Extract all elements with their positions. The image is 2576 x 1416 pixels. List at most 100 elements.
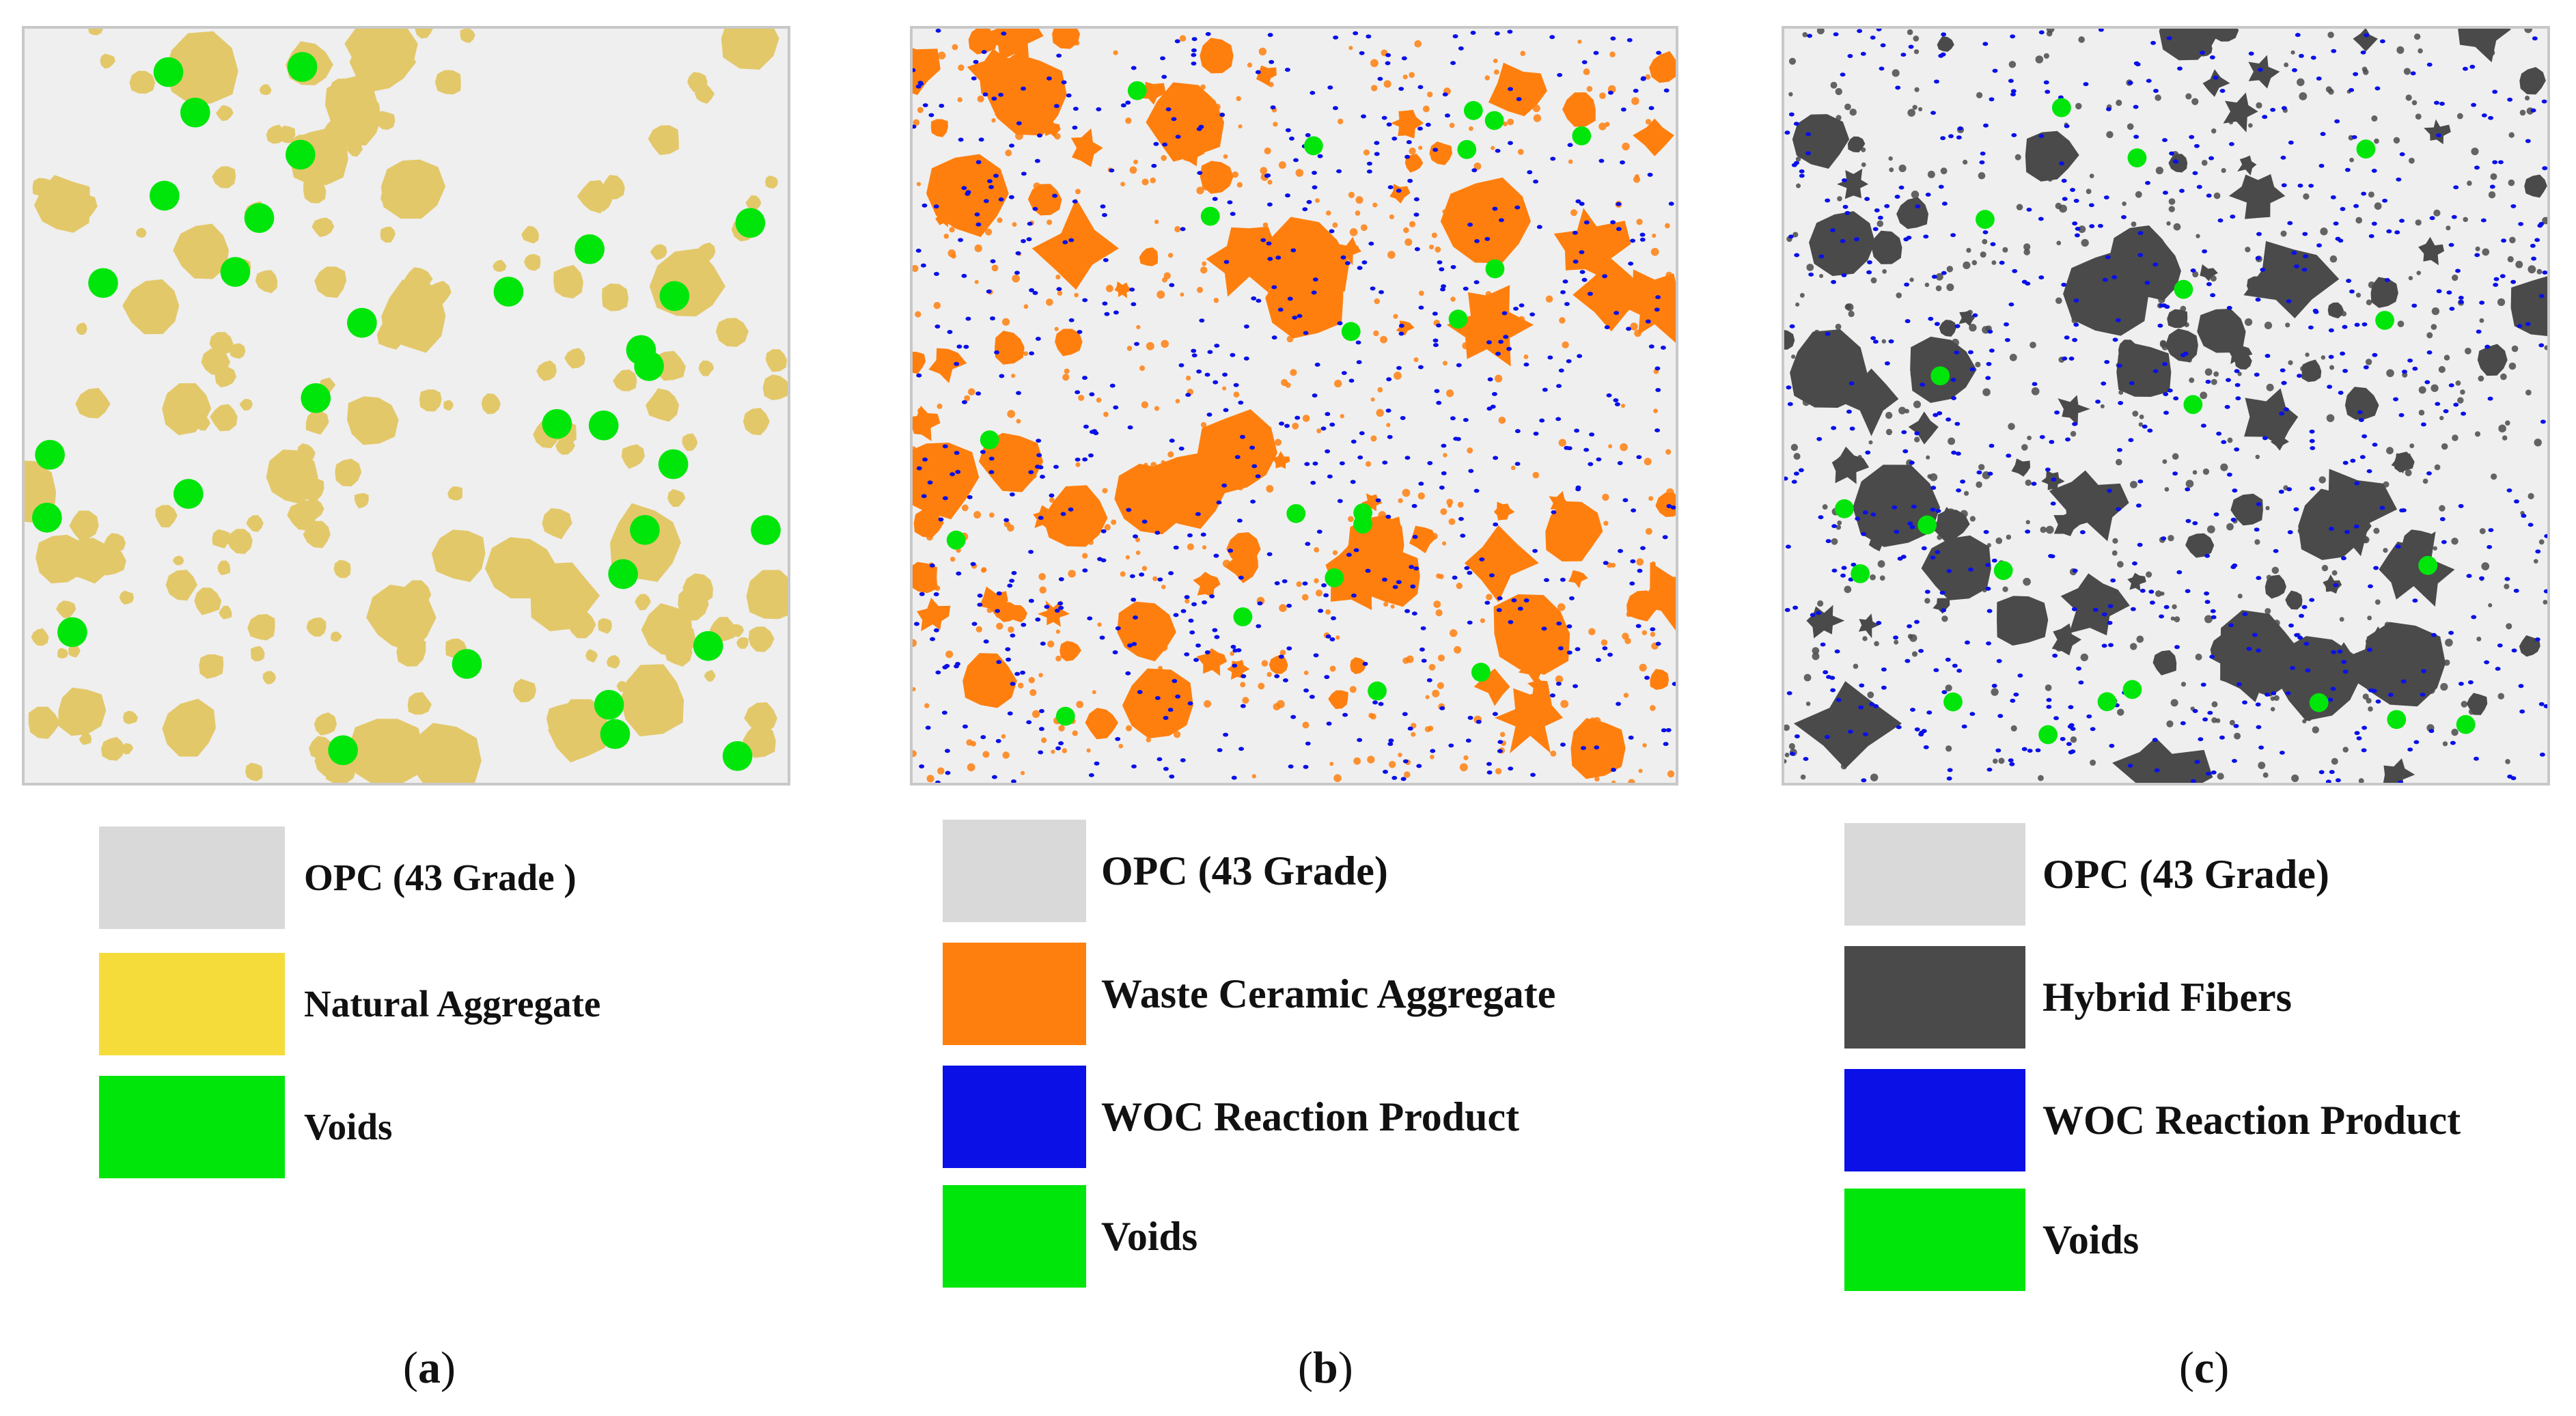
aggregate-speck bbox=[1058, 725, 1065, 732]
aggregate-particle bbox=[2230, 493, 2263, 526]
woc-reaction-product bbox=[1511, 598, 1517, 602]
woc-reaction-product bbox=[988, 456, 995, 461]
aggregate-speck bbox=[2254, 539, 2260, 545]
aggregate-speck bbox=[2138, 422, 2144, 427]
woc-reaction-product bbox=[1841, 273, 1847, 277]
woc-reaction-product bbox=[2366, 469, 2372, 473]
woc-reaction-product bbox=[1647, 172, 1653, 177]
void bbox=[1485, 259, 1505, 279]
woc-reaction-product bbox=[2133, 61, 2139, 66]
woc-reaction-product bbox=[1941, 690, 1948, 695]
woc-reaction-product bbox=[2035, 748, 2041, 753]
woc-reaction-product bbox=[1579, 250, 1585, 255]
woc-reaction-product bbox=[2364, 33, 2370, 38]
aggregate-speck bbox=[1830, 81, 1838, 89]
woc-reaction-product bbox=[2107, 488, 2113, 493]
aggregate-speck bbox=[2266, 383, 2274, 391]
woc-reaction-product bbox=[965, 191, 971, 196]
woc-reaction-product bbox=[977, 593, 983, 598]
aggregate-speck bbox=[1545, 295, 1553, 303]
aggregate-speck bbox=[2270, 696, 2275, 702]
aggregate-speck bbox=[1016, 419, 1021, 424]
aggregate-particle bbox=[1197, 409, 1277, 494]
woc-reaction-product bbox=[1954, 421, 1961, 426]
woc-reaction-product bbox=[1325, 634, 1331, 639]
aggregate-speck bbox=[1532, 471, 1540, 479]
woc-reaction-product bbox=[1596, 457, 1602, 462]
aggregate-speck bbox=[1335, 635, 1340, 640]
aggregate-speck bbox=[2422, 478, 2428, 484]
void bbox=[328, 735, 358, 766]
aggregate-speck bbox=[2211, 128, 2217, 134]
aggregate-speck bbox=[1795, 302, 1800, 307]
aggregate-speck bbox=[2508, 179, 2515, 186]
aggregate-speck bbox=[2433, 209, 2441, 217]
natural-aggregate-particle bbox=[564, 348, 585, 369]
aggregate-speck bbox=[1819, 273, 1824, 279]
woc-reaction-product bbox=[1195, 643, 1201, 648]
aggregate-speck bbox=[2438, 365, 2446, 374]
woc-reaction-product bbox=[1221, 483, 1228, 488]
aggregate-speck bbox=[1064, 368, 1070, 374]
woc-reaction-product bbox=[1555, 682, 1562, 686]
woc-reaction-product bbox=[1326, 721, 1332, 726]
woc-reaction-product bbox=[2026, 207, 2032, 212]
woc-reaction-product bbox=[1072, 107, 1079, 111]
natural-aggregate-particle bbox=[330, 631, 342, 642]
woc-reaction-product bbox=[1191, 48, 1197, 53]
aggregate-speck bbox=[2411, 100, 2418, 106]
aggregate-particle bbox=[2418, 236, 2444, 266]
woc-reaction-product bbox=[2256, 502, 2262, 507]
aggregate-speck bbox=[2116, 99, 2122, 107]
aggregate-speck bbox=[1047, 640, 1055, 648]
woc-reaction-product bbox=[2286, 299, 2292, 303]
aggregate-speck bbox=[1926, 455, 1930, 460]
woc-reaction-product bbox=[2354, 731, 2360, 736]
woc-reaction-product bbox=[2144, 281, 2150, 285]
woc-reaction-product bbox=[1558, 368, 1564, 373]
aggregate-speck bbox=[1971, 260, 1978, 266]
woc-reaction-product bbox=[2426, 350, 2433, 355]
void bbox=[1572, 126, 1592, 145]
aggregate-speck bbox=[1644, 458, 1652, 466]
aggregate-speck bbox=[2008, 61, 2017, 68]
natural-aggregate-particle bbox=[548, 699, 610, 763]
woc-reaction-product bbox=[1484, 600, 1491, 605]
aggregate-particle bbox=[962, 653, 1017, 708]
aggregate-particle bbox=[2344, 387, 2379, 420]
aggregate-speck bbox=[1790, 355, 1796, 359]
aggregate-particle bbox=[978, 29, 1044, 61]
aggregate-speck bbox=[933, 301, 941, 309]
aggregate-particle bbox=[1493, 594, 1570, 675]
aggregate-speck bbox=[1370, 435, 1377, 442]
woc-reaction-product bbox=[2294, 633, 2300, 637]
aggregate-speck bbox=[991, 118, 996, 123]
woc-reaction-product bbox=[2310, 486, 2316, 491]
woc-reaction-product bbox=[1277, 307, 1284, 312]
woc-reaction-product bbox=[929, 563, 935, 568]
woc-reaction-product bbox=[1337, 499, 1343, 503]
aggregate-speck bbox=[2118, 389, 2124, 395]
aggregate-particle bbox=[2220, 610, 2303, 697]
woc-reaction-product bbox=[1233, 383, 1239, 387]
woc-reaction-product bbox=[2430, 633, 2437, 637]
woc-reaction-product bbox=[1310, 480, 1316, 485]
woc-reaction-product bbox=[1516, 97, 1522, 102]
aggregate-speck bbox=[2070, 736, 2077, 743]
woc-reaction-product bbox=[1230, 212, 1236, 217]
woc-reaction-product bbox=[1616, 702, 1622, 706]
aggregate-speck bbox=[2386, 369, 2394, 378]
woc-reaction-product bbox=[1396, 580, 1402, 585]
aggregate-speck bbox=[2430, 384, 2439, 392]
woc-reaction-product bbox=[1808, 272, 1814, 277]
aggregate-speck bbox=[1583, 68, 1590, 76]
aggregate-speck bbox=[2016, 204, 2023, 211]
woc-reaction-product bbox=[1877, 215, 1883, 220]
aggregate-particle bbox=[2025, 130, 2079, 182]
woc-reaction-product bbox=[1486, 762, 1492, 766]
aggregate-speck bbox=[1428, 725, 1434, 732]
aggregate-speck bbox=[1991, 260, 1997, 265]
aggregate-speck bbox=[1849, 108, 1857, 116]
natural-aggregate-particle bbox=[55, 600, 77, 618]
aggregate-speck bbox=[2227, 437, 2233, 443]
